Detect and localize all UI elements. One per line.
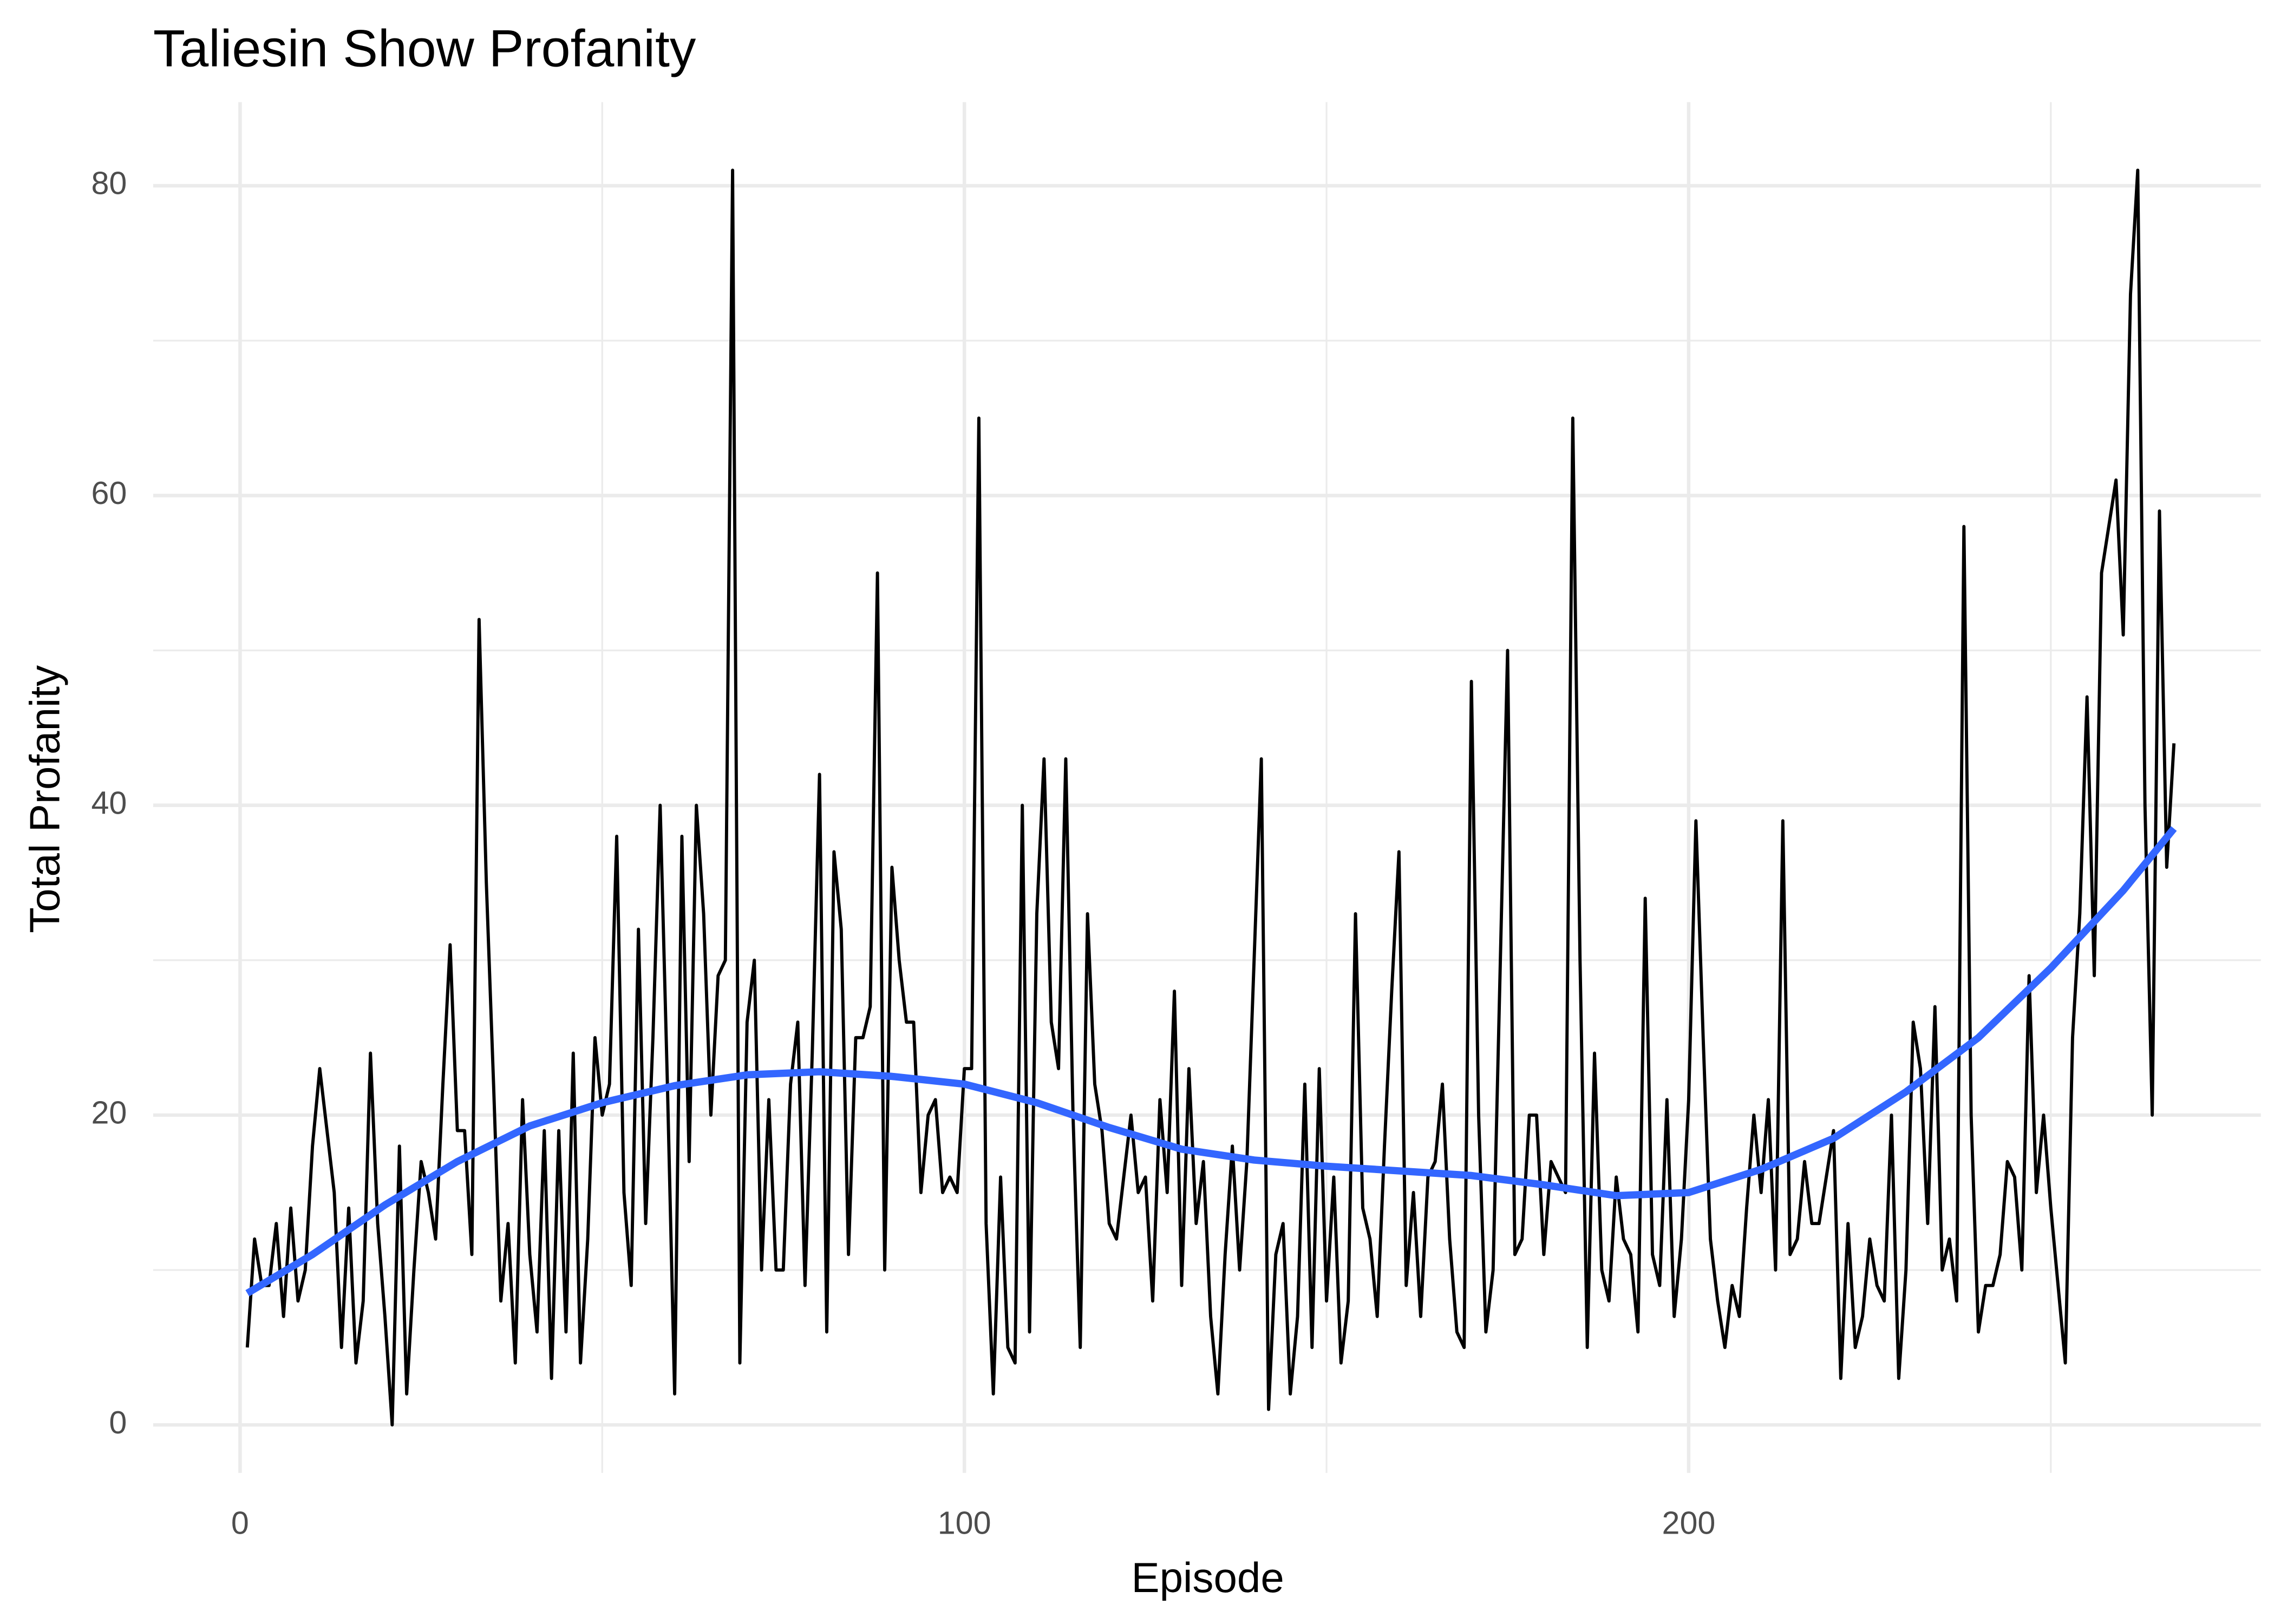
data-line bbox=[245, 826, 2177, 1296]
x-axis-title: Episode bbox=[1132, 1554, 1284, 1601]
y-axis-title: Total Profanity bbox=[21, 665, 69, 933]
x-tick-label: 0 bbox=[231, 1505, 249, 1541]
x-tick-label: 200 bbox=[1662, 1505, 1715, 1541]
y-tick-label: 0 bbox=[109, 1404, 127, 1440]
y-tick-label: 40 bbox=[91, 784, 127, 821]
data-line bbox=[245, 168, 2176, 1427]
chart-title: Taliesin Show Profanity bbox=[153, 19, 696, 78]
y-tick-label: 20 bbox=[91, 1095, 127, 1131]
y-tick-label: 80 bbox=[91, 165, 127, 201]
x-tick-label: 100 bbox=[938, 1505, 991, 1541]
y-tick-label: 60 bbox=[91, 475, 127, 511]
